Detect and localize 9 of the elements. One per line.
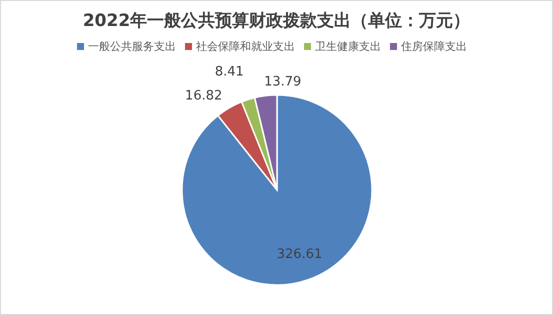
data-label: 13.79 <box>264 74 302 90</box>
legend-label: 住房保障支出 <box>401 40 467 54</box>
data-label: 8.41 <box>214 64 244 80</box>
data-label: 16.82 <box>185 88 222 104</box>
legend-label: 社会保障和就业支出 <box>196 40 295 54</box>
legend-label: 一般公共服务支出 <box>88 40 176 54</box>
data-label: 326.61 <box>276 247 322 262</box>
legend-label: 卫生健康支出 <box>315 40 381 54</box>
chart-title: 2022年一般公共预算财政拨款支出（单位：万元） <box>82 11 470 31</box>
